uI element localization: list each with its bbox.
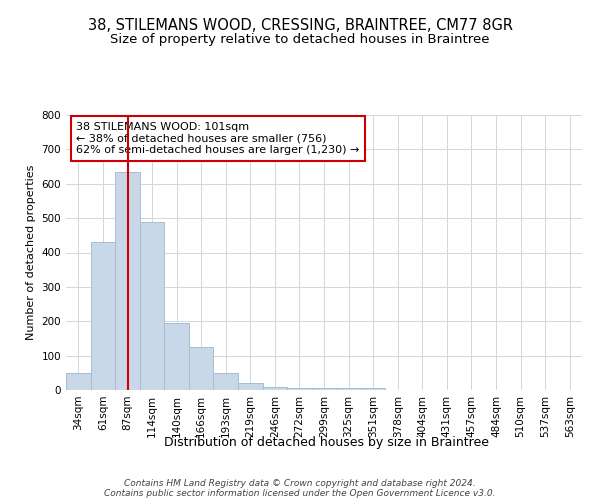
Bar	[189, 347, 214, 390]
Text: Size of property relative to detached houses in Braintree: Size of property relative to detached ho…	[110, 32, 490, 46]
Bar	[66, 373, 91, 390]
Bar	[336, 388, 361, 390]
Text: 38 STILEMANS WOOD: 101sqm
← 38% of detached houses are smaller (756)
62% of semi: 38 STILEMANS WOOD: 101sqm ← 38% of detac…	[76, 122, 359, 155]
Bar	[361, 388, 385, 390]
Bar	[214, 373, 238, 390]
Bar	[312, 388, 336, 390]
Text: Contains public sector information licensed under the Open Government Licence v3: Contains public sector information licen…	[104, 488, 496, 498]
Bar	[91, 242, 115, 390]
Bar	[140, 222, 164, 390]
Text: Distribution of detached houses by size in Braintree: Distribution of detached houses by size …	[164, 436, 490, 449]
Bar	[164, 323, 189, 390]
Bar	[115, 172, 140, 390]
Bar	[263, 387, 287, 390]
Text: Contains HM Land Registry data © Crown copyright and database right 2024.: Contains HM Land Registry data © Crown c…	[124, 478, 476, 488]
Bar	[238, 383, 263, 390]
Y-axis label: Number of detached properties: Number of detached properties	[26, 165, 36, 340]
Bar	[287, 388, 312, 390]
Text: 38, STILEMANS WOOD, CRESSING, BRAINTREE, CM77 8GR: 38, STILEMANS WOOD, CRESSING, BRAINTREE,…	[88, 18, 512, 32]
